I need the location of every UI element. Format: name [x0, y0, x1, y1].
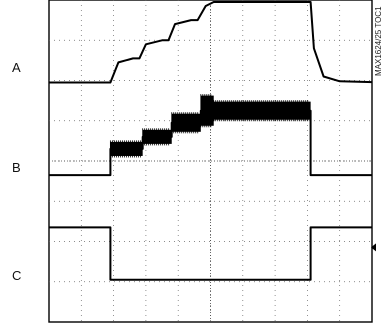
- channel-label-b: B: [12, 160, 21, 175]
- channel-c-ground-marker: [371, 243, 376, 252]
- trace-channel-c: [49, 226, 372, 281]
- channel-label-a: A: [12, 60, 21, 75]
- trace-channel-a: [49, 1, 373, 84]
- figure-code-label: MAX1624/25 TOC1: [374, 6, 383, 76]
- channel-label-c: C: [12, 268, 22, 283]
